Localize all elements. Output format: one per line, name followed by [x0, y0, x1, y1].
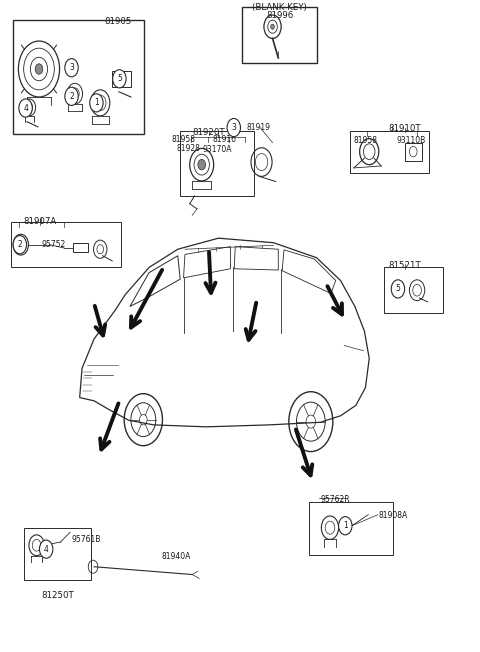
- Circle shape: [98, 100, 103, 106]
- Text: 1: 1: [94, 98, 99, 108]
- Bar: [12, 20, 144, 134]
- Text: 81905: 81905: [104, 17, 132, 26]
- Text: 95761B: 95761B: [72, 535, 101, 544]
- Text: 81907A: 81907A: [24, 216, 57, 226]
- Text: 2: 2: [17, 240, 22, 249]
- Circle shape: [198, 160, 205, 170]
- Circle shape: [271, 24, 275, 29]
- Circle shape: [65, 87, 78, 106]
- Text: 81958: 81958: [354, 136, 378, 145]
- Text: 93170A: 93170A: [203, 145, 232, 154]
- Text: 81940A: 81940A: [161, 552, 191, 561]
- Bar: [242, 7, 317, 63]
- Circle shape: [227, 119, 240, 137]
- Text: 5: 5: [117, 74, 122, 83]
- Text: 4: 4: [23, 104, 28, 113]
- Circle shape: [19, 99, 32, 117]
- Bar: [180, 131, 254, 196]
- Text: 5: 5: [396, 284, 400, 293]
- Text: 81521T: 81521T: [389, 261, 421, 270]
- Circle shape: [113, 70, 126, 88]
- Text: 81250T: 81250T: [42, 591, 74, 600]
- Circle shape: [391, 280, 405, 298]
- Text: 81996: 81996: [266, 11, 293, 20]
- Circle shape: [39, 540, 53, 558]
- Circle shape: [338, 516, 352, 535]
- Text: 81919: 81919: [247, 123, 271, 132]
- Bar: [73, 243, 88, 252]
- Text: 81928: 81928: [177, 144, 201, 153]
- Bar: [24, 527, 91, 580]
- Text: 3: 3: [231, 123, 236, 132]
- Bar: [112, 71, 131, 87]
- Circle shape: [35, 64, 43, 74]
- Text: 81916: 81916: [213, 136, 237, 144]
- Text: 4: 4: [44, 544, 48, 554]
- Text: 93110B: 93110B: [396, 136, 425, 145]
- Text: 3: 3: [69, 63, 74, 72]
- Bar: [405, 143, 422, 161]
- Circle shape: [13, 235, 26, 254]
- Circle shape: [90, 94, 103, 112]
- Text: 81958: 81958: [171, 136, 195, 144]
- Text: 1: 1: [343, 521, 348, 530]
- Bar: [310, 501, 393, 555]
- Text: 81920T: 81920T: [192, 128, 225, 136]
- Bar: [350, 131, 429, 173]
- Circle shape: [65, 59, 78, 77]
- Text: 2: 2: [69, 92, 74, 101]
- Text: (BLANK KEY): (BLANK KEY): [252, 3, 307, 12]
- Text: 81908A: 81908A: [379, 511, 408, 520]
- Text: 95752: 95752: [41, 240, 66, 249]
- Bar: [11, 222, 121, 267]
- Text: 81910T: 81910T: [389, 125, 421, 133]
- Text: 95762R: 95762R: [321, 495, 350, 504]
- Bar: [384, 267, 444, 313]
